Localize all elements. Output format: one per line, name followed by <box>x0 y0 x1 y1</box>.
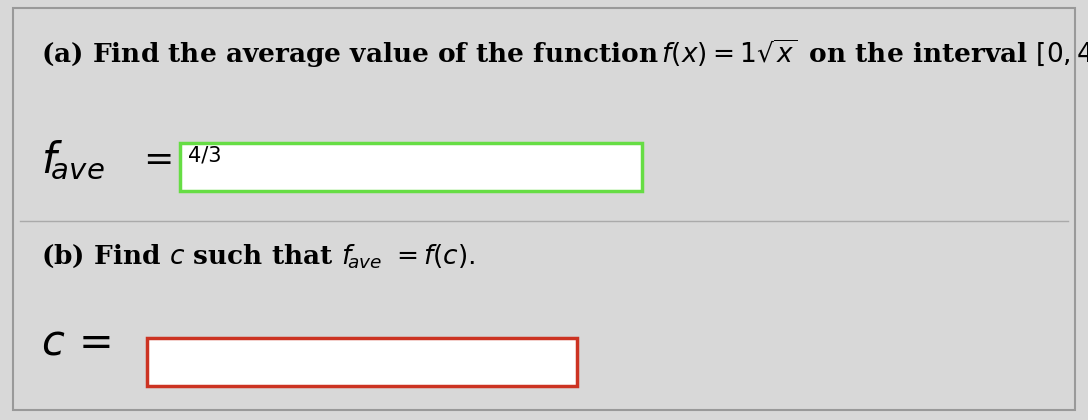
Text: (a) Find the average value of the function$\,f(x) = 1\sqrt{x}\,$ on the interval: (a) Find the average value of the functi… <box>41 38 1088 71</box>
Text: $=$: $=$ <box>136 141 172 175</box>
Text: 4/3: 4/3 <box>188 146 222 166</box>
FancyBboxPatch shape <box>147 338 577 386</box>
FancyBboxPatch shape <box>180 143 642 191</box>
Text: $f_{\!ave}$: $f_{\!ave}$ <box>41 139 104 182</box>
FancyBboxPatch shape <box>13 8 1075 409</box>
Text: $c\, =$: $c\, =$ <box>41 321 111 363</box>
Text: (b) Find $c$ such that $f_{\!ave}$ $= f(c).$: (b) Find $c$ such that $f_{\!ave}$ $= f(… <box>41 241 475 270</box>
